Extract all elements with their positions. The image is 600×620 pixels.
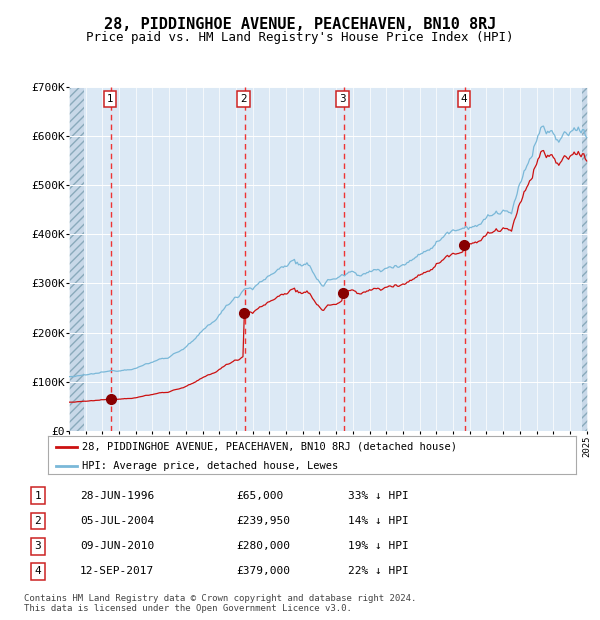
Text: £280,000: £280,000 xyxy=(236,541,290,551)
Bar xyxy=(69,87,85,431)
Text: 05-JUL-2004: 05-JUL-2004 xyxy=(80,516,154,526)
Text: 28-JUN-1996: 28-JUN-1996 xyxy=(80,491,154,501)
Text: 1: 1 xyxy=(106,94,113,104)
Text: 2: 2 xyxy=(241,94,247,104)
Bar xyxy=(583,87,588,431)
Text: 4: 4 xyxy=(461,94,467,104)
Text: 14% ↓ HPI: 14% ↓ HPI xyxy=(347,516,409,526)
Text: 09-JUN-2010: 09-JUN-2010 xyxy=(80,541,154,551)
Text: 19% ↓ HPI: 19% ↓ HPI xyxy=(347,541,409,551)
Text: 3: 3 xyxy=(35,541,41,551)
Text: 12-SEP-2017: 12-SEP-2017 xyxy=(80,567,154,577)
Text: £239,950: £239,950 xyxy=(236,516,290,526)
Text: Price paid vs. HM Land Registry's House Price Index (HPI): Price paid vs. HM Land Registry's House … xyxy=(86,31,514,44)
Text: 22% ↓ HPI: 22% ↓ HPI xyxy=(347,567,409,577)
Text: 28, PIDDINGHOE AVENUE, PEACEHAVEN, BN10 8RJ (detached house): 28, PIDDINGHOE AVENUE, PEACEHAVEN, BN10 … xyxy=(82,441,457,451)
Text: 28, PIDDINGHOE AVENUE, PEACEHAVEN, BN10 8RJ: 28, PIDDINGHOE AVENUE, PEACEHAVEN, BN10 … xyxy=(104,17,496,32)
Text: HPI: Average price, detached house, Lewes: HPI: Average price, detached house, Lewe… xyxy=(82,461,338,471)
Text: 2: 2 xyxy=(35,516,41,526)
Text: 33% ↓ HPI: 33% ↓ HPI xyxy=(347,491,409,501)
Text: Contains HM Land Registry data © Crown copyright and database right 2024.
This d: Contains HM Land Registry data © Crown c… xyxy=(24,594,416,613)
Text: £65,000: £65,000 xyxy=(236,491,283,501)
Text: 1: 1 xyxy=(35,491,41,501)
Text: 3: 3 xyxy=(340,94,346,104)
Text: 4: 4 xyxy=(35,567,41,577)
Text: £379,000: £379,000 xyxy=(236,567,290,577)
